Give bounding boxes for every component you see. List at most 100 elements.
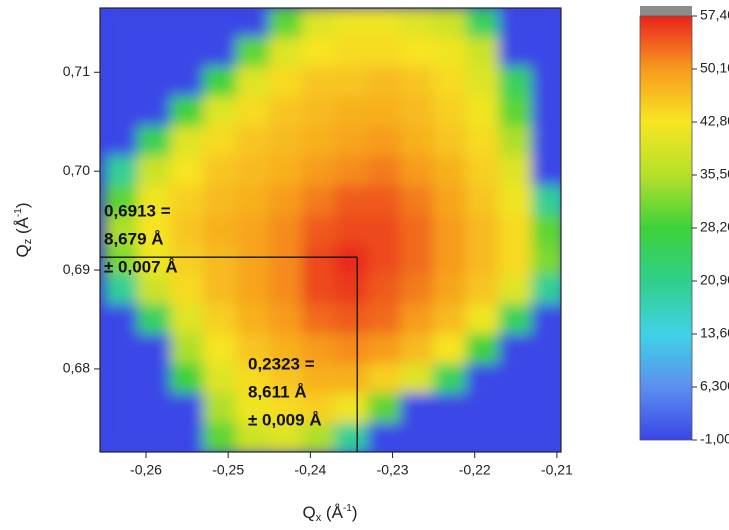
- heat-cell: [301, 126, 336, 157]
- heat-cell: [235, 274, 270, 306]
- heat-cell: [203, 244, 237, 276]
- heat-cell: [498, 244, 533, 276]
- y-tick-label: 0,71: [63, 63, 90, 79]
- heat-cell: [104, 126, 139, 157]
- heat-cell: [531, 422, 561, 452]
- annotation: 8,679 Å: [104, 229, 164, 248]
- heat-cell: [203, 96, 237, 128]
- heat-cell: [203, 215, 237, 246]
- heat-cell: [400, 185, 435, 217]
- heat-cell: [400, 333, 435, 365]
- heat-cell: [400, 66, 435, 98]
- colorbar-tick-label: 50,10: [700, 60, 729, 76]
- heat-cell: [498, 274, 533, 306]
- heat-cell: [137, 8, 172, 39]
- heat-cell: [334, 37, 369, 68]
- heat-cell: [301, 96, 336, 128]
- colorbar-tick-label: -1,000: [700, 431, 729, 447]
- heat-cell: [367, 155, 402, 187]
- heat-cell: [235, 215, 270, 246]
- heat-cell: [531, 37, 561, 68]
- heat-cell: [531, 185, 561, 217]
- heat-cell: [235, 37, 270, 68]
- heat-cell: [400, 126, 435, 157]
- heat-cell: [433, 393, 467, 424]
- heat-cell: [104, 274, 139, 306]
- heat-cell: [235, 66, 270, 98]
- heat-cell: [170, 8, 205, 39]
- heat-cell: [465, 126, 500, 157]
- heat-cell: [400, 363, 435, 395]
- heat-cell: [137, 393, 172, 424]
- heat-cell: [531, 126, 561, 157]
- heat-cell: [268, 126, 303, 157]
- heat-cell: [498, 155, 533, 187]
- heat-cell: [170, 333, 205, 365]
- heat-cell: [301, 363, 336, 395]
- heat-cell: [498, 333, 533, 365]
- heat-cell: [235, 244, 270, 276]
- heat-cell: [465, 66, 500, 98]
- heat-cell: [137, 363, 172, 395]
- heat-cell: [433, 244, 467, 276]
- heat-cell: [104, 215, 139, 246]
- heat-cell: [104, 393, 139, 424]
- heat-cell: [170, 185, 205, 217]
- heat-cell: [137, 333, 172, 365]
- heat-cell: [334, 422, 369, 452]
- y-axis-label: Qz (Å-1): [13, 202, 34, 257]
- heat-cell: [203, 37, 237, 68]
- heat-cell: [137, 126, 172, 157]
- heat-cell: [203, 274, 237, 306]
- heat-cell: [104, 8, 139, 39]
- heat-cell: [301, 274, 336, 306]
- heat-cell: [170, 304, 205, 335]
- heat-cell: [400, 96, 435, 128]
- x-tick-label: -0,26: [130, 462, 162, 478]
- heat-cell: [268, 155, 303, 187]
- heat-cell: [137, 422, 172, 452]
- heat-cell: [367, 393, 402, 424]
- heat-cell: [465, 155, 500, 187]
- colorbar-tick-label: 6,300: [700, 378, 729, 394]
- heat-cell: [104, 155, 139, 187]
- heat-cell: [498, 66, 533, 98]
- heat-cell: [104, 363, 139, 395]
- heat-cell: [203, 363, 237, 395]
- heat-cell: [301, 304, 336, 335]
- heat-cell: [268, 244, 303, 276]
- heat-cell: [531, 215, 561, 246]
- heat-cell: [137, 66, 172, 98]
- heat-cell: [400, 8, 435, 39]
- heat-cell: [367, 126, 402, 157]
- heat-cell: [433, 422, 467, 452]
- heat-cell: [433, 8, 467, 39]
- heat-cell: [367, 304, 402, 335]
- heat-cell: [203, 185, 237, 217]
- heat-cell: [531, 274, 561, 306]
- heat-cell: [465, 215, 500, 246]
- heat-cell: [170, 126, 205, 157]
- colorbar: [639, 15, 693, 441]
- colorbar-tick-label: 57,40: [700, 7, 729, 23]
- heat-cell: [235, 126, 270, 157]
- heat-cell: [137, 304, 172, 335]
- heat-cell: [268, 363, 303, 395]
- colorbar-tick-label: 42,80: [700, 113, 729, 129]
- x-tick-label: -0,25: [212, 462, 244, 478]
- heat-cell: [203, 66, 237, 98]
- heat-cell: [104, 185, 139, 217]
- heat-cell: [367, 37, 402, 68]
- colorbar-tick-label: 20,90: [700, 272, 729, 288]
- heat-cell: [465, 37, 500, 68]
- heat-cell: [334, 155, 369, 187]
- heat-cell: [498, 37, 533, 68]
- heat-cell: [465, 304, 500, 335]
- heat-cell: [465, 274, 500, 306]
- heat-cell: [400, 244, 435, 276]
- heat-cell: [465, 333, 500, 365]
- heat-cell: [498, 393, 533, 424]
- heat-cell: [400, 37, 435, 68]
- heat-cell: [268, 66, 303, 98]
- heat-cell: [531, 333, 561, 365]
